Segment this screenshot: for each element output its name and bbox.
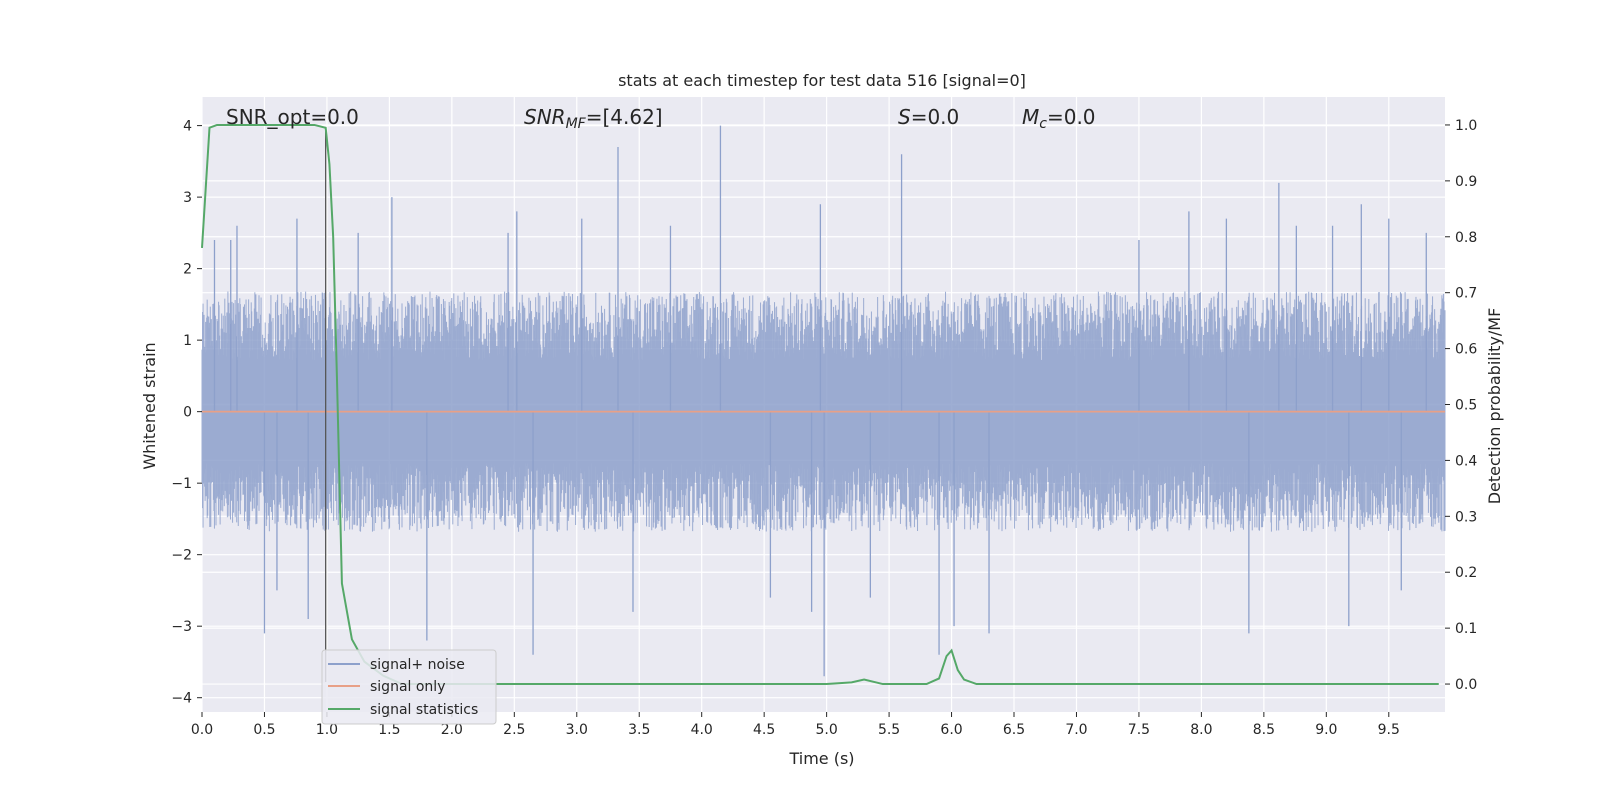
legend-label-noise: signal+ noise: [370, 657, 465, 673]
x-tick-label: 3.5: [628, 722, 650, 738]
annotation-s: S=0.0: [898, 105, 959, 129]
x-tick-label: 9.0: [1315, 722, 1337, 738]
x-tick-label: 2.5: [503, 722, 525, 738]
x-tick-label: 6.5: [1003, 722, 1025, 738]
y-tick-label: −4: [171, 691, 192, 707]
y-right-tick-label: 0.7: [1455, 286, 1477, 302]
y-tick-label: −1: [171, 476, 192, 492]
annotations: SNR_opt=0.0 SNRMF=[4.62] S=0.0 Mc=0.0: [226, 105, 1096, 132]
legend: signal+ noise signal only signal statist…: [321, 649, 497, 725]
y-tick-label: 3: [183, 190, 192, 206]
y-right-tick-label: 0.9: [1455, 174, 1477, 190]
signal-noise-series: [201, 125, 1446, 677]
x-axis-ticks: 0.0 0.5 1.0 1.5 2.0 2.5 3.0 3.5 4.0 4.5 5.0 5.5 6.0 6…: [191, 712, 1400, 738]
x-tick-label: 8.0: [1190, 722, 1212, 738]
x-tick-label: 7.5: [1128, 722, 1150, 738]
y-tick-label: 4: [183, 119, 192, 135]
y-axis-right-label: Detection probability/MF: [1485, 308, 1504, 505]
y-tick-label: −3: [171, 619, 192, 635]
x-tick-label: 9.5: [1378, 722, 1400, 738]
x-tick-label: 4.0: [691, 722, 713, 738]
legend-label-signal-only: signal only: [370, 679, 445, 695]
x-tick-label: 1.5: [378, 722, 400, 738]
y-right-tick-label: 1.0: [1455, 118, 1477, 134]
x-tick-label: 5.5: [878, 722, 900, 738]
y-tick-label: 0: [183, 405, 192, 421]
legend-box: [321, 649, 497, 725]
y-axis-right-ticks: 0.0 0.1 0.2 0.3 0.4 0.5 0.6 0.7 0.8 0.9 1.0: [1445, 118, 1477, 693]
chart-title: stats at each timestep for test data 516…: [618, 71, 1026, 90]
y-right-tick-label: 0.2: [1455, 565, 1477, 581]
y-right-tick-label: 0.5: [1455, 398, 1477, 414]
x-tick-label: 2.0: [441, 722, 463, 738]
x-tick-label: 6.0: [940, 722, 962, 738]
x-tick-label: 4.5: [753, 722, 775, 738]
y-right-tick-label: 0.3: [1455, 509, 1477, 525]
y-right-tick-label: 0.6: [1455, 342, 1477, 358]
y-tick-label: 1: [183, 333, 192, 349]
y-tick-label: −2: [171, 548, 192, 564]
annotation-mc: Mc=0.0: [1022, 105, 1096, 132]
signal-statistics-line: [201, 123, 1439, 686]
y-tick-label: 2: [183, 262, 192, 278]
x-tick-label: 5.0: [815, 722, 837, 738]
y-right-tick-label: 0.0: [1455, 677, 1477, 693]
x-tick-label: 1.0: [316, 722, 338, 738]
noise-trace: [201, 291, 1446, 532]
x-tick-label: 3.0: [566, 722, 588, 738]
x-tick-label: 7.0: [1065, 722, 1087, 738]
x-axis-label: Time (s): [788, 749, 854, 768]
x-tick-label: 8.5: [1253, 722, 1275, 738]
signal-statistics-series: [201, 123, 1439, 686]
x-tick-label: 0.0: [191, 722, 213, 738]
y-right-tick-label: 0.8: [1455, 230, 1477, 246]
y-right-tick-label: 0.4: [1455, 453, 1477, 469]
annotation-snr-opt: SNR_opt=0.0: [226, 105, 359, 129]
y-axis-ticks: −4 −3 −2 −1 0 1 2 3 4: [171, 119, 202, 707]
annotation-snr-mf: SNRMF=[4.62]: [524, 105, 663, 132]
y-right-tick-label: 0.1: [1455, 621, 1477, 637]
y-axis-label: Whitened strain: [140, 342, 159, 469]
legend-label-statistics: signal statistics: [370, 702, 478, 718]
x-tick-label: 0.5: [253, 722, 275, 738]
